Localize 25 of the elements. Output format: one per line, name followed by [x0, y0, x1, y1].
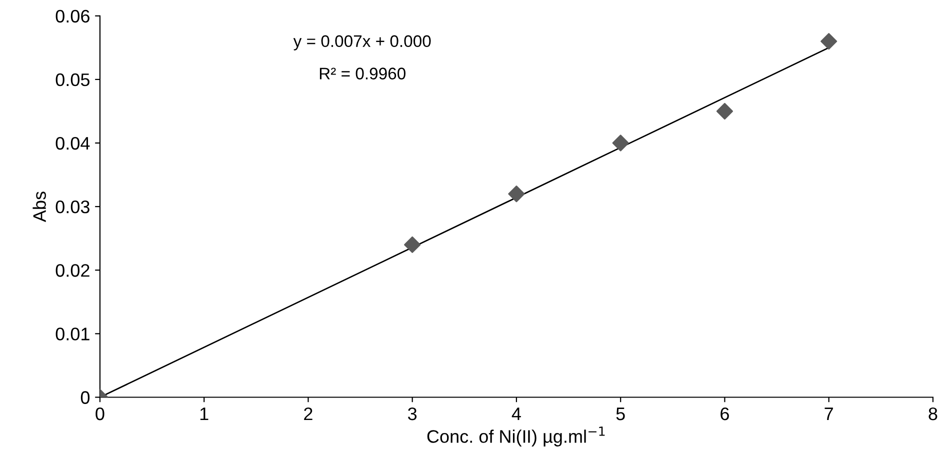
point: [716, 102, 734, 120]
point: [820, 33, 838, 50]
y-tick-label: 0.01: [56, 328, 90, 340]
point: [404, 236, 421, 254]
y-tick-label: 0: [80, 391, 90, 404]
x-axis-title: Conc. of Ni(II) µg.ml$^{−1}$: [427, 426, 605, 446]
point: [508, 186, 525, 202]
x-tick-label: 2: [304, 407, 312, 420]
y-tick-label: 0.03: [56, 200, 90, 214]
x-tick-label: 5: [616, 408, 625, 420]
x-tick-label: 0: [96, 407, 104, 420]
y-tick-label: 0.06: [56, 10, 90, 23]
x-tick-label: 7: [824, 408, 833, 420]
x-tick-label: 6: [720, 407, 729, 420]
y-axis-title: Abs: [32, 192, 46, 222]
point: [612, 134, 629, 152]
x-tick-label: 3: [408, 407, 417, 420]
y-tick-label: 0.05: [56, 73, 90, 86]
annotation: y = 0.007x + 0.000: [293, 35, 431, 50]
x-tick-label: 1: [200, 408, 208, 420]
x-tick-label: 4: [512, 408, 521, 420]
y-tick-label: 0.04: [56, 136, 90, 150]
y-tick-label: 0.02: [56, 264, 90, 277]
x-tick-label: 8: [928, 407, 938, 420]
annotation: R² = 0.9960: [320, 68, 406, 80]
